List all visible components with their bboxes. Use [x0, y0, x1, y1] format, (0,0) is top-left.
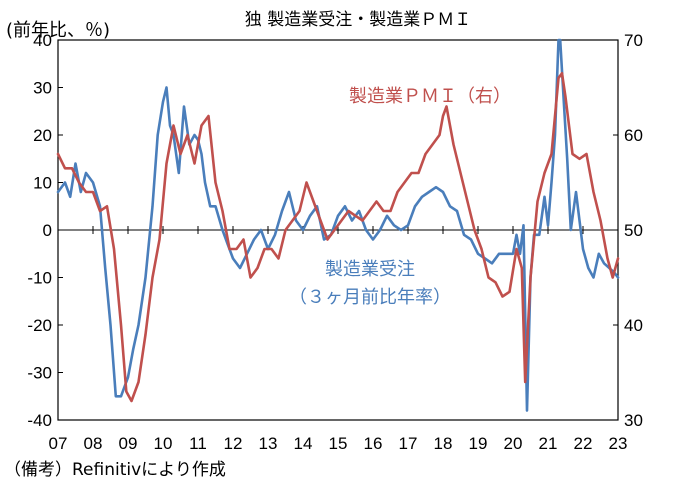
right-tick-label: 60	[624, 126, 643, 145]
x-tick-label: 14	[294, 434, 313, 453]
left-tick-label: 20	[33, 126, 52, 145]
x-tick-label: 20	[504, 434, 523, 453]
left-tick-label: -30	[27, 364, 52, 383]
x-tick-label: 12	[224, 434, 243, 453]
x-tick-label: 23	[609, 434, 628, 453]
source-note: （備考）Refinitivにより作成	[4, 460, 226, 480]
left-axis: 40 30 20 10 0 -10 -20 -30 -40	[27, 31, 63, 430]
left-tick-label: -40	[27, 411, 52, 430]
x-tick-label: 10	[154, 434, 173, 453]
x-tick-label: 17	[399, 434, 418, 453]
right-axis: 70 60 50 40 30	[613, 31, 643, 430]
x-tick-label: 18	[434, 434, 453, 453]
pmi-series-label: 製造業ＰＭＩ（右）	[349, 86, 511, 107]
orders-series-line	[56, 38, 620, 412]
x-tick-label: 16	[364, 434, 383, 453]
left-tick-label: 10	[33, 174, 52, 193]
right-tick-label: 40	[624, 316, 643, 335]
left-tick-label: -10	[27, 269, 52, 288]
left-tick-label: 0	[43, 221, 52, 240]
x-tick-label: 11	[189, 434, 207, 453]
left-axis-label: (前年比、％)	[6, 20, 110, 41]
right-tick-label: 30	[624, 411, 643, 430]
x-tick-label: 15	[329, 434, 348, 453]
left-tick-label: -20	[27, 316, 52, 335]
orders-series-sublabel: （３ヶ月前比年率）	[289, 287, 451, 308]
x-tick-label: 07	[49, 434, 68, 453]
right-tick-label: 70	[624, 31, 643, 50]
left-tick-label: 40	[33, 31, 52, 50]
x-tick-label: 22	[574, 434, 593, 453]
x-tick-label: 19	[469, 434, 488, 453]
x-tick-label: 13	[259, 434, 278, 453]
x-axis: 07 08 09 10 11 12 13 14 15 16 17 18 19 20 21 22 23	[49, 226, 628, 453]
series-layer	[56, 38, 620, 412]
pmi-series-line	[56, 72, 620, 403]
chart-title: 独 製造業受注・製造業ＰＭＩ	[245, 10, 471, 30]
orders-series-label: 製造業受注	[325, 259, 415, 280]
left-tick-label: 30	[33, 79, 52, 98]
x-tick-label: 21	[539, 434, 558, 453]
x-tick-label: 08	[84, 434, 103, 453]
x-tick-label: 09	[119, 434, 138, 453]
right-tick-label: 50	[624, 221, 643, 240]
